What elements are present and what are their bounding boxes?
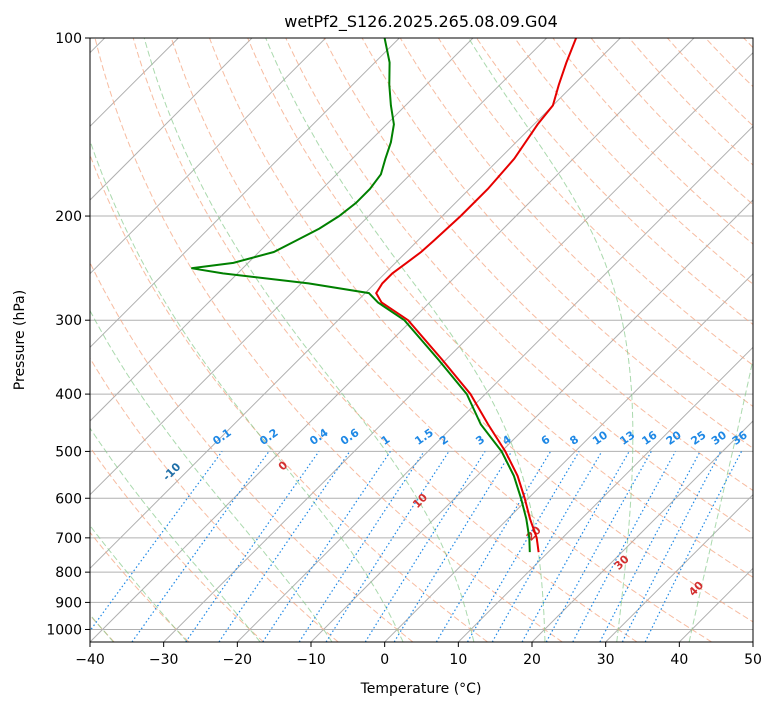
x-tick-label: 0 — [380, 652, 389, 668]
x-axis-title: Temperature (°C) — [360, 681, 482, 697]
x-tick-label: −40 — [75, 652, 105, 668]
y-tick-label: 500 — [55, 444, 82, 460]
y-tick-label: 700 — [55, 531, 82, 547]
x-tick-label: 20 — [523, 652, 541, 668]
x-tick-label: 50 — [744, 652, 762, 668]
y-tick-label: 1000 — [46, 622, 82, 638]
y-tick-label: 300 — [55, 313, 82, 329]
x-tick-label: −30 — [149, 652, 179, 668]
y-tick-label: 100 — [55, 31, 82, 47]
x-tick-label: 40 — [670, 652, 688, 668]
y-tick-label: 400 — [55, 387, 82, 403]
chart-title: wetPf2_S126.2025.265.08.09.G04 — [284, 12, 558, 32]
x-tick-label: −10 — [296, 652, 326, 668]
x-tick-label: −20 — [223, 652, 253, 668]
y-tick-label: 200 — [55, 209, 82, 225]
y-tick-label: 600 — [55, 491, 82, 507]
x-tick-label: 30 — [597, 652, 615, 668]
y-tick-label: 900 — [55, 595, 82, 611]
x-tick-label: 10 — [449, 652, 467, 668]
y-tick-label: 800 — [55, 565, 82, 581]
y-axis-title: Pressure (hPa) — [12, 290, 28, 390]
